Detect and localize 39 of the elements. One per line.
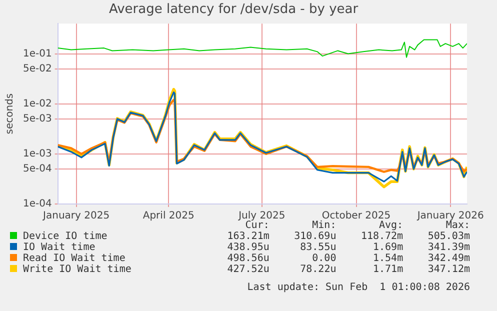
text: 118.72m (360, 231, 404, 242)
text: 1.71m (372, 264, 404, 275)
legend-label: Write IO Wait time (22, 264, 132, 275)
y-tick-label: 5e-02 (22, 63, 52, 74)
y-tick-label: 1e-01 (22, 48, 52, 60)
text: 427.52u (226, 264, 270, 275)
x-tick-label: January 2026 (416, 210, 484, 222)
legend-label: Device IO time (22, 231, 108, 242)
text: 347.12m (426, 264, 470, 275)
y-tick-label: 5e-04 (22, 164, 52, 175)
text: 1.69m (372, 242, 404, 253)
text: 342.49m (426, 253, 470, 264)
text: 310.69u (293, 231, 336, 242)
text: 83.55u (299, 242, 336, 253)
text: Avg: (378, 220, 404, 231)
y-tick-label: 1e-02 (22, 98, 52, 110)
y-tick-label: 1e-03 (22, 148, 52, 160)
x-tick-label: January 2025 (42, 210, 110, 222)
text: 1.54m (372, 253, 404, 264)
text: 78.22u (299, 264, 336, 275)
text: Min: (311, 220, 336, 231)
text: Last update: Sun Feb 1 01:00:08 2026 (247, 282, 470, 293)
x-tick-label: October 2025 (322, 210, 391, 222)
text: Max: (446, 220, 470, 231)
text: 0.00 (311, 253, 336, 264)
y-axis-title: seconds (4, 93, 16, 134)
text: Cur: (245, 220, 270, 231)
chart-title: Average latency for /dev/sda - by year (108, 2, 359, 18)
y-tick-label: 5e-03 (22, 114, 52, 125)
legend-label: Read IO Wait time (22, 253, 126, 264)
legend-label: IO Wait time (22, 242, 96, 253)
text: 505.03m (426, 231, 470, 242)
text: 498.56u (226, 253, 270, 264)
x-tick-label: July 2025 (238, 210, 286, 222)
text: 163.21m (226, 231, 270, 242)
text: 438.95u (226, 242, 270, 253)
x-tick-label: April 2025 (142, 210, 194, 222)
y-tick-label: 1e-04 (22, 198, 52, 210)
text: 341.39m (426, 242, 470, 253)
